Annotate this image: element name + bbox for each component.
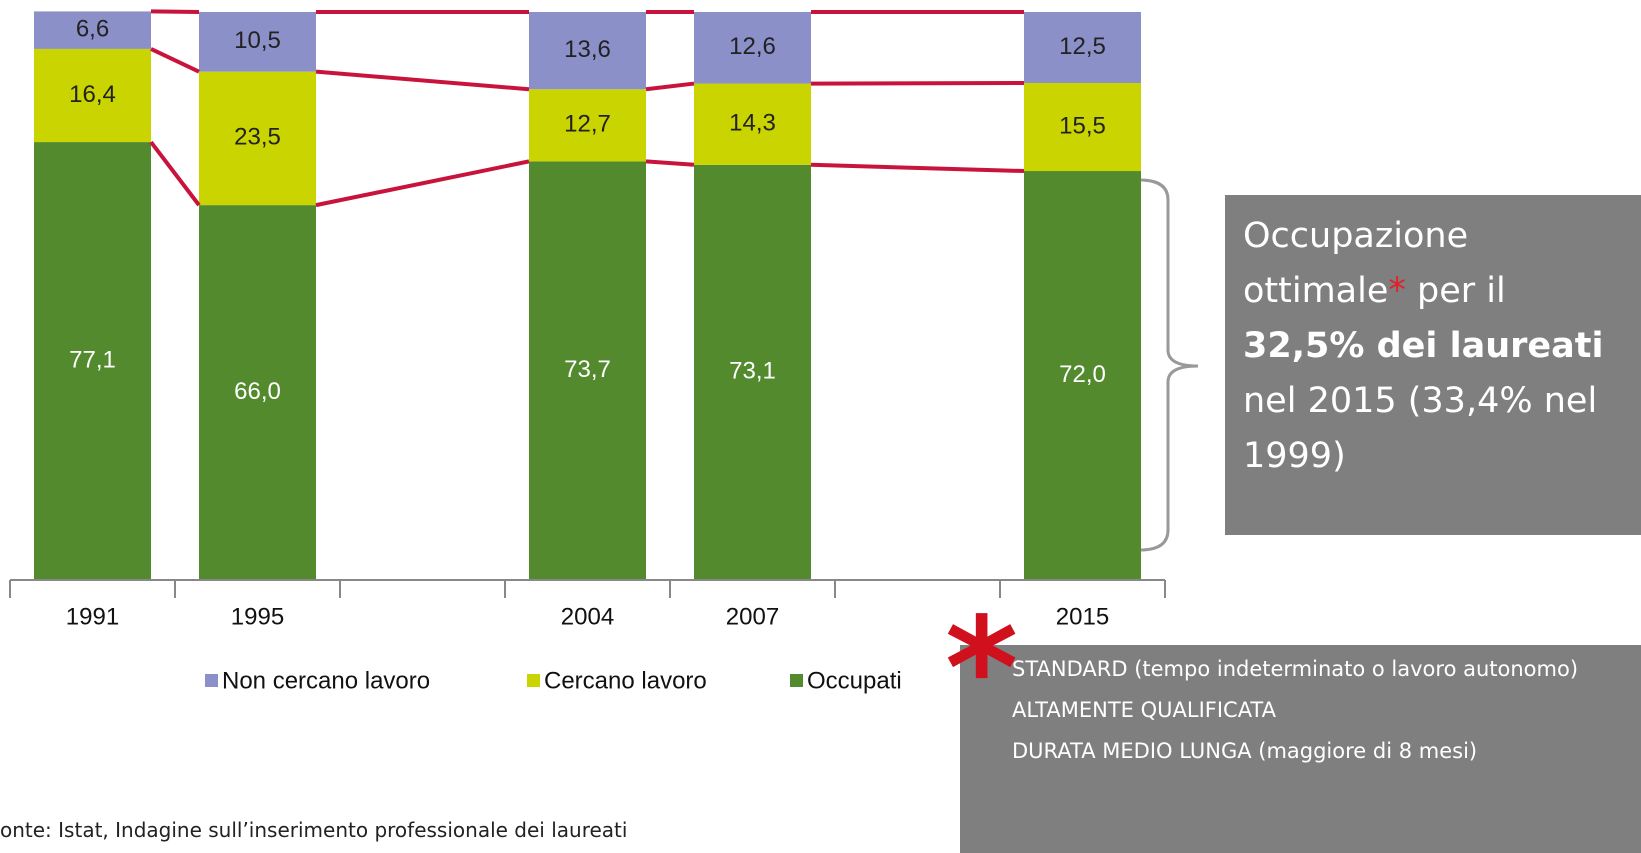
legend-label: Non cercano lavoro [222,667,430,694]
value-label: 73,1 [729,358,776,385]
value-label: 73,7 [564,356,611,383]
connector [645,81,695,92]
bar-segment [694,164,811,581]
value-label: 66,0 [234,378,281,405]
x-tick-label: 1995 [231,603,284,630]
value-label: 23,5 [234,124,281,151]
bar-segment [1024,83,1141,172]
bar-segment [1024,12,1141,83]
footnote-line: STANDARD (tempo indeterminato o lavoro a… [1012,657,1579,681]
value-label: 10,5 [234,27,281,54]
bar-segment [694,12,811,84]
x-tick-label: 1991 [66,603,119,630]
bar-segment [34,48,151,143]
value-label: 14,3 [729,110,776,137]
value-label: 77,1 [69,346,116,373]
x-tick-label: 2004 [561,603,614,630]
annotation-box: Occupazione ottimale* per il 32,5% dei l… [1225,195,1641,535]
value-label: 12,7 [564,111,611,138]
bar-segment [199,205,316,580]
value-label: 16,4 [69,81,116,108]
bar-segment [529,89,646,162]
value-label: 15,5 [1059,112,1106,139]
connector [315,159,530,208]
connector [315,69,530,92]
legend-swatch [205,674,218,687]
bar-segment [199,71,316,206]
value-label: 12,6 [729,33,776,60]
annotation-bold: 32,5% dei laureati [1243,326,1604,366]
footnote-box: STANDARD (tempo indeterminato o lavoro a… [960,645,1641,853]
value-label: 6,6 [76,16,109,43]
x-tick-label: 2007 [726,603,779,630]
footnote-line: ALTAMENTE QUALIFICATA [1012,698,1276,722]
footnote-line: DURATA MEDIO LUNGA (maggiore di 8 mesi) [1012,739,1478,763]
value-label: 13,6 [564,36,611,63]
value-label: 12,5 [1059,33,1106,60]
bar-segment [1024,171,1141,581]
connector [149,140,201,207]
brace [1139,178,1199,552]
bar-segment [34,11,151,49]
bar-segment [529,161,646,580]
annotation-text: per il [1405,271,1506,311]
legend-label: Cercano lavoro [544,667,707,694]
connector [810,81,1025,86]
bar-segment [34,142,151,580]
bar-segment [529,12,646,90]
bar-segment [199,12,316,72]
value-label: 72,0 [1059,361,1106,388]
bar-segment [694,83,811,165]
legend-swatch [527,674,540,687]
source: onte: Istat, Indagine sull’inserimento p… [0,818,628,842]
x-tick-label: 2015 [1056,603,1109,630]
annotation-text: nel 2015 (33,4% nel 1999) [1243,381,1598,476]
connector [810,162,1025,174]
annotation-star: * [1388,271,1406,311]
legend-label: Occupati [807,667,902,694]
annotation-text: Occupazione ottimale [1243,216,1469,311]
footnote-marker: * [945,588,1019,751]
connector [150,47,200,74]
legend-swatch [790,674,803,687]
connector [645,159,695,167]
connector [150,9,200,14]
